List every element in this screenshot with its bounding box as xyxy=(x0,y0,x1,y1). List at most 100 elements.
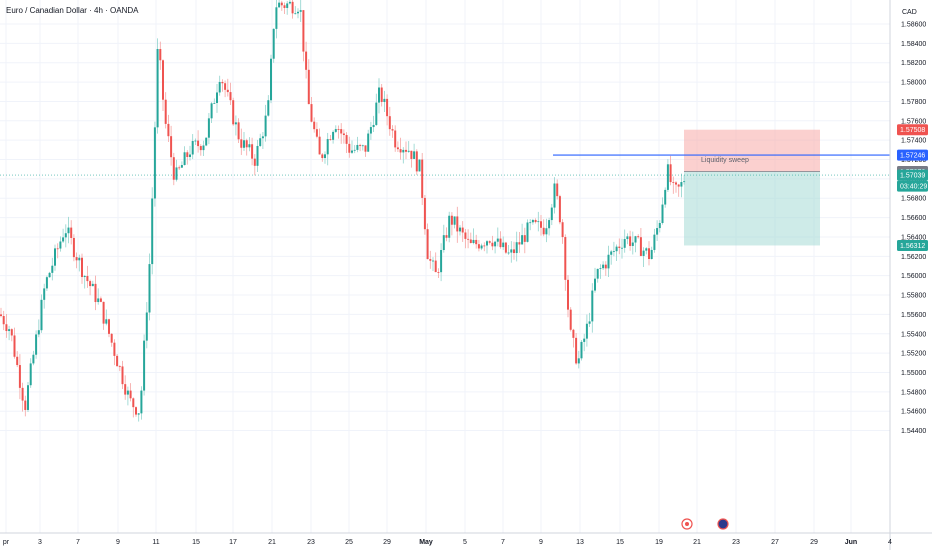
candle-body xyxy=(91,283,94,287)
candle-body xyxy=(172,157,175,180)
candle-body xyxy=(542,227,545,235)
candle-body xyxy=(510,249,513,253)
candle-body xyxy=(421,159,424,198)
candle-body xyxy=(186,152,189,158)
candle-body xyxy=(648,248,650,260)
y-tick-label: 1.58400 xyxy=(901,41,926,48)
candle-body xyxy=(118,366,121,368)
candle-body xyxy=(440,250,443,273)
x-tick-label: 17 xyxy=(229,539,237,546)
price-badge-text: 1.57039 xyxy=(900,173,925,180)
candle-body xyxy=(261,136,264,139)
candle-body xyxy=(280,2,283,6)
candle-body xyxy=(148,264,151,313)
candle-body xyxy=(81,257,83,278)
candle-body xyxy=(299,10,302,12)
candle-body xyxy=(237,122,240,140)
candle-body xyxy=(502,242,505,248)
candle-body xyxy=(378,87,380,103)
candle-body xyxy=(153,127,156,199)
candle-body xyxy=(550,207,553,221)
candle-body xyxy=(588,321,591,324)
candle-body xyxy=(477,244,480,249)
candle-body xyxy=(683,181,686,183)
candle-body xyxy=(167,123,170,137)
price-badges: 1.575081.572461.570761.5703903:40:291.56… xyxy=(897,124,928,251)
candle-body xyxy=(21,387,24,401)
y-tick-label: 1.55200 xyxy=(901,351,926,358)
candle-body xyxy=(351,150,353,153)
candle-body xyxy=(326,139,329,155)
candle-body xyxy=(599,268,602,270)
candle-body xyxy=(297,11,299,14)
candle-body xyxy=(162,60,164,100)
candle-body xyxy=(170,136,173,158)
candle-body xyxy=(577,358,580,364)
candle-body xyxy=(318,136,321,155)
y-tick-label: 1.56400 xyxy=(901,234,926,241)
event-marker-eu-icon[interactable] xyxy=(717,518,729,530)
candle-body xyxy=(256,145,259,166)
candle-body xyxy=(534,219,537,223)
time-axis[interactable]: pr 3 7 9 11 15 17 21 23 25 29 May 5 7 9 13 15 19 21 23 27 29 J… xyxy=(3,518,892,546)
candle-body xyxy=(286,3,289,8)
candle-body xyxy=(361,145,364,147)
candle-body xyxy=(531,219,534,223)
x-tick-label: Jun xyxy=(845,539,857,546)
candle-body xyxy=(72,237,75,258)
price-badge-bg xyxy=(897,124,928,136)
liquidity-sweep-label: Liquidity sweep xyxy=(701,157,749,164)
candle-body xyxy=(472,239,475,244)
candle-body xyxy=(270,58,272,101)
candle-body xyxy=(321,154,324,159)
candle-body xyxy=(78,257,81,261)
candle-body xyxy=(202,145,205,151)
price-badge: 1.57246 xyxy=(897,149,928,161)
y-tick-label: 1.56800 xyxy=(901,196,926,203)
position-tool[interactable] xyxy=(684,129,820,246)
candle-body xyxy=(137,413,140,415)
candle-body xyxy=(197,140,200,147)
candle-body xyxy=(43,288,46,300)
candle-body xyxy=(224,83,227,90)
candle-body xyxy=(461,227,464,233)
candle-body xyxy=(305,51,308,70)
candle-body xyxy=(89,281,92,287)
candle-body xyxy=(645,248,648,251)
candle-body xyxy=(75,257,78,261)
candle-body xyxy=(459,227,461,232)
candle-body xyxy=(10,329,13,336)
candle-body xyxy=(623,239,626,248)
candle-body xyxy=(216,92,218,103)
y-tick-label: 1.56000 xyxy=(901,273,926,280)
candle-body xyxy=(561,222,564,238)
candle-body xyxy=(569,309,572,330)
candle-body xyxy=(661,204,664,223)
candle-body xyxy=(140,390,143,414)
candle-body xyxy=(423,197,426,230)
candle-body xyxy=(488,241,491,243)
candle-body xyxy=(121,366,124,385)
candle-body xyxy=(105,319,108,324)
candle-body xyxy=(18,365,21,388)
take-profit-zone[interactable] xyxy=(684,171,820,246)
candle-body xyxy=(5,324,8,332)
x-tick-label: 3 xyxy=(38,539,42,546)
x-tick-label: 5 xyxy=(463,539,467,546)
candle-body xyxy=(191,140,194,155)
candle-body xyxy=(226,89,229,93)
candle-body xyxy=(124,384,127,395)
price-badge-text: 1.57508 xyxy=(900,127,925,134)
candle-body xyxy=(666,164,669,190)
candle-body xyxy=(567,279,569,310)
candle-body xyxy=(218,81,221,93)
candle-body xyxy=(178,167,181,169)
candle-body xyxy=(243,140,245,148)
stop-loss-zone[interactable] xyxy=(684,129,820,172)
candle-body xyxy=(432,260,434,262)
candle-body xyxy=(151,198,154,265)
price-badge-bg xyxy=(897,149,928,161)
candle-body xyxy=(553,183,556,208)
